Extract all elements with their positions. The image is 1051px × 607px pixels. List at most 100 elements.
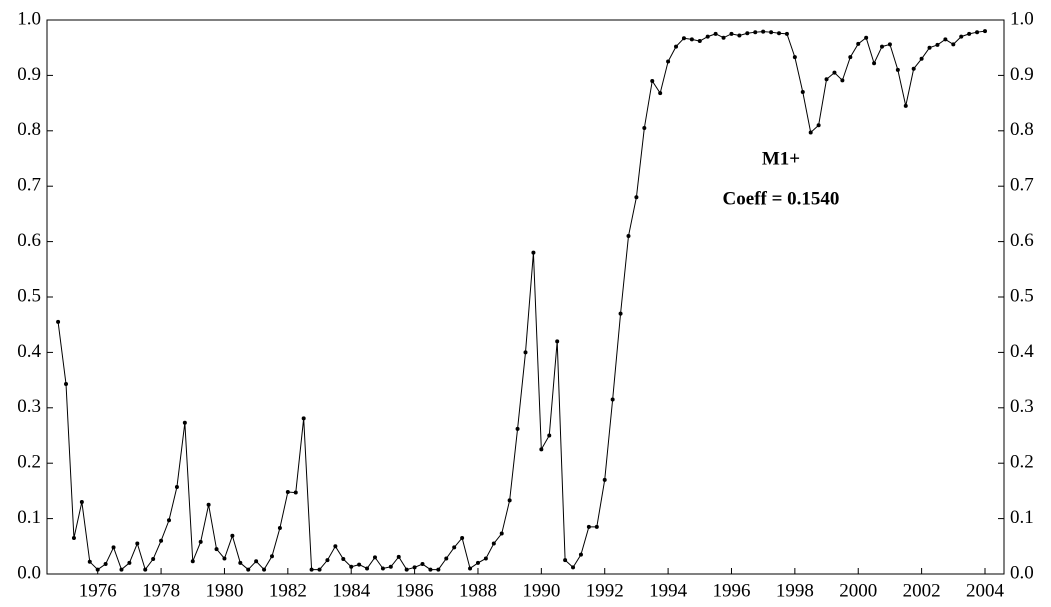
data-point [167, 518, 172, 523]
y2-tick-label: 0.4 [1010, 341, 1034, 362]
data-point [293, 490, 298, 495]
data-point [800, 90, 805, 95]
data-point [135, 541, 140, 546]
data-point [483, 556, 488, 561]
data-point [357, 562, 362, 567]
data-point [895, 67, 900, 72]
y2-tick-label: 0.7 [1010, 175, 1034, 196]
y-tick-label: 0.1 [17, 507, 41, 528]
data-point [919, 56, 924, 61]
data-point [174, 485, 179, 490]
data-point [262, 567, 267, 572]
data-point [634, 195, 639, 200]
data-point [182, 420, 187, 425]
data-point [341, 557, 346, 562]
y2-tick-label: 0.5 [1010, 285, 1034, 306]
data-point [444, 556, 449, 561]
data-point [523, 350, 528, 355]
data-point [872, 61, 877, 66]
data-point [864, 35, 869, 40]
data-point [887, 42, 892, 47]
x-tick-label: 1990 [522, 580, 560, 601]
data-point [475, 560, 480, 565]
data-point [777, 31, 782, 36]
data-point [824, 77, 829, 82]
data-point [79, 499, 84, 504]
data-point [56, 319, 61, 324]
y-tick-label: 0.7 [17, 175, 41, 196]
data-point [531, 250, 536, 255]
data-point [959, 34, 964, 39]
data-point [784, 31, 789, 36]
y-tick-label: 0.5 [17, 285, 41, 306]
data-point [103, 562, 108, 567]
data-point [547, 433, 552, 438]
data-point [499, 531, 504, 536]
data-point [903, 103, 908, 108]
x-tick-label: 1982 [269, 580, 307, 601]
data-point [491, 541, 496, 546]
x-tick-label: 1978 [142, 580, 180, 601]
data-point [365, 566, 370, 571]
data-point [745, 31, 750, 36]
data-point [372, 555, 377, 560]
x-tick-label: 1980 [205, 580, 243, 601]
data-point [539, 447, 544, 452]
data-point [412, 565, 417, 570]
data-point [943, 37, 948, 42]
y2-tick-label: 0.1 [1010, 507, 1034, 528]
data-point [879, 44, 884, 49]
data-point [285, 490, 290, 495]
data-point [761, 29, 766, 34]
data-point [309, 567, 314, 572]
data-point [246, 567, 251, 572]
y2-tick-label: 0.8 [1010, 119, 1034, 140]
data-point [396, 554, 401, 559]
y2-tick-label: 0.2 [1010, 452, 1034, 473]
data-point [515, 426, 520, 431]
data-point [816, 123, 821, 128]
data-point [602, 477, 607, 482]
data-point [230, 533, 235, 538]
data-point [792, 55, 797, 60]
data-point [71, 535, 76, 540]
data-point [64, 381, 69, 386]
data-point [658, 91, 663, 96]
data-point [238, 560, 243, 565]
data-point [555, 339, 560, 344]
data-point [563, 558, 568, 563]
series-line [57, 30, 986, 571]
data-point [269, 554, 274, 559]
data-point [151, 557, 156, 562]
data-point [301, 416, 306, 421]
x-tick-label: 2000 [839, 580, 877, 601]
data-point [277, 526, 282, 531]
x-tick-label: 1976 [79, 580, 117, 601]
data-point [87, 559, 92, 564]
data-point [578, 552, 583, 557]
y2-tick-label: 0.9 [1010, 64, 1034, 85]
data-point [808, 130, 813, 135]
data-point [927, 45, 932, 50]
data-point [436, 567, 441, 572]
data-point [650, 78, 655, 83]
data-point [586, 524, 591, 529]
y-tick-label: 0.6 [17, 230, 41, 251]
y2-tick-label: 1.0 [1010, 8, 1034, 29]
data-point [982, 29, 987, 34]
data-point [507, 498, 512, 503]
data-point [111, 545, 116, 550]
data-point [689, 37, 694, 42]
data-point [642, 126, 647, 131]
data-point [967, 31, 972, 36]
y-tick-label: 0.4 [17, 341, 41, 362]
x-tick-label: 1986 [396, 580, 434, 601]
data-point [705, 34, 710, 39]
data-point [460, 535, 465, 540]
data-point [380, 566, 385, 571]
data-point [729, 31, 734, 36]
y-tick-label: 0.0 [17, 562, 41, 583]
data-point [127, 560, 132, 565]
annotation: Coeff = 0.1540 [723, 188, 840, 209]
